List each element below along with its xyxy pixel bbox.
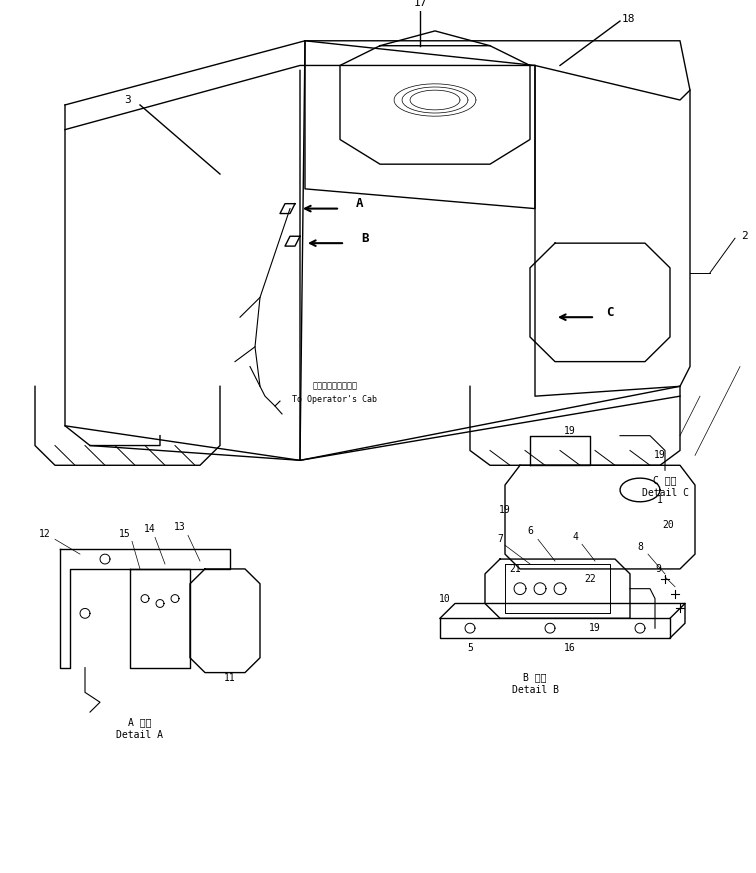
- Text: C 詳細: C 詳細: [653, 475, 677, 485]
- Text: 16: 16: [564, 643, 576, 653]
- Text: 19: 19: [564, 426, 576, 436]
- Text: オペレータキャブへ: オペレータキャブへ: [312, 382, 358, 391]
- Text: 9: 9: [655, 564, 661, 574]
- Text: A 詳細: A 詳細: [129, 717, 152, 727]
- Text: 6: 6: [527, 526, 533, 536]
- Text: 10: 10: [439, 594, 451, 603]
- Text: B 詳細: B 詳細: [523, 672, 547, 683]
- Text: 19: 19: [654, 450, 666, 460]
- Text: Detail C: Detail C: [642, 488, 689, 498]
- Text: 17: 17: [414, 0, 426, 8]
- Text: To Operator's Cab: To Operator's Cab: [293, 395, 377, 403]
- Text: 21: 21: [509, 564, 521, 574]
- Text: 12: 12: [39, 529, 51, 540]
- Text: 14: 14: [144, 525, 156, 534]
- Text: 5: 5: [467, 643, 473, 653]
- Text: A: A: [356, 197, 364, 210]
- Text: B: B: [361, 231, 369, 244]
- Text: 1: 1: [657, 495, 663, 505]
- Text: 19: 19: [589, 623, 601, 633]
- Text: 18: 18: [621, 14, 635, 24]
- Text: 8: 8: [637, 542, 643, 553]
- Text: 20: 20: [662, 519, 674, 530]
- Text: 13: 13: [174, 522, 186, 533]
- Text: 11: 11: [224, 672, 236, 683]
- Text: 7: 7: [497, 534, 503, 545]
- Text: Detail A: Detail A: [116, 730, 163, 739]
- Text: 22: 22: [584, 574, 596, 584]
- Text: 3: 3: [125, 95, 132, 105]
- Text: 19: 19: [499, 505, 511, 515]
- Text: C: C: [606, 306, 614, 319]
- Text: 15: 15: [119, 529, 131, 540]
- Text: 4: 4: [572, 533, 578, 542]
- Text: Detail B: Detail B: [512, 685, 559, 696]
- Text: 2: 2: [742, 231, 748, 241]
